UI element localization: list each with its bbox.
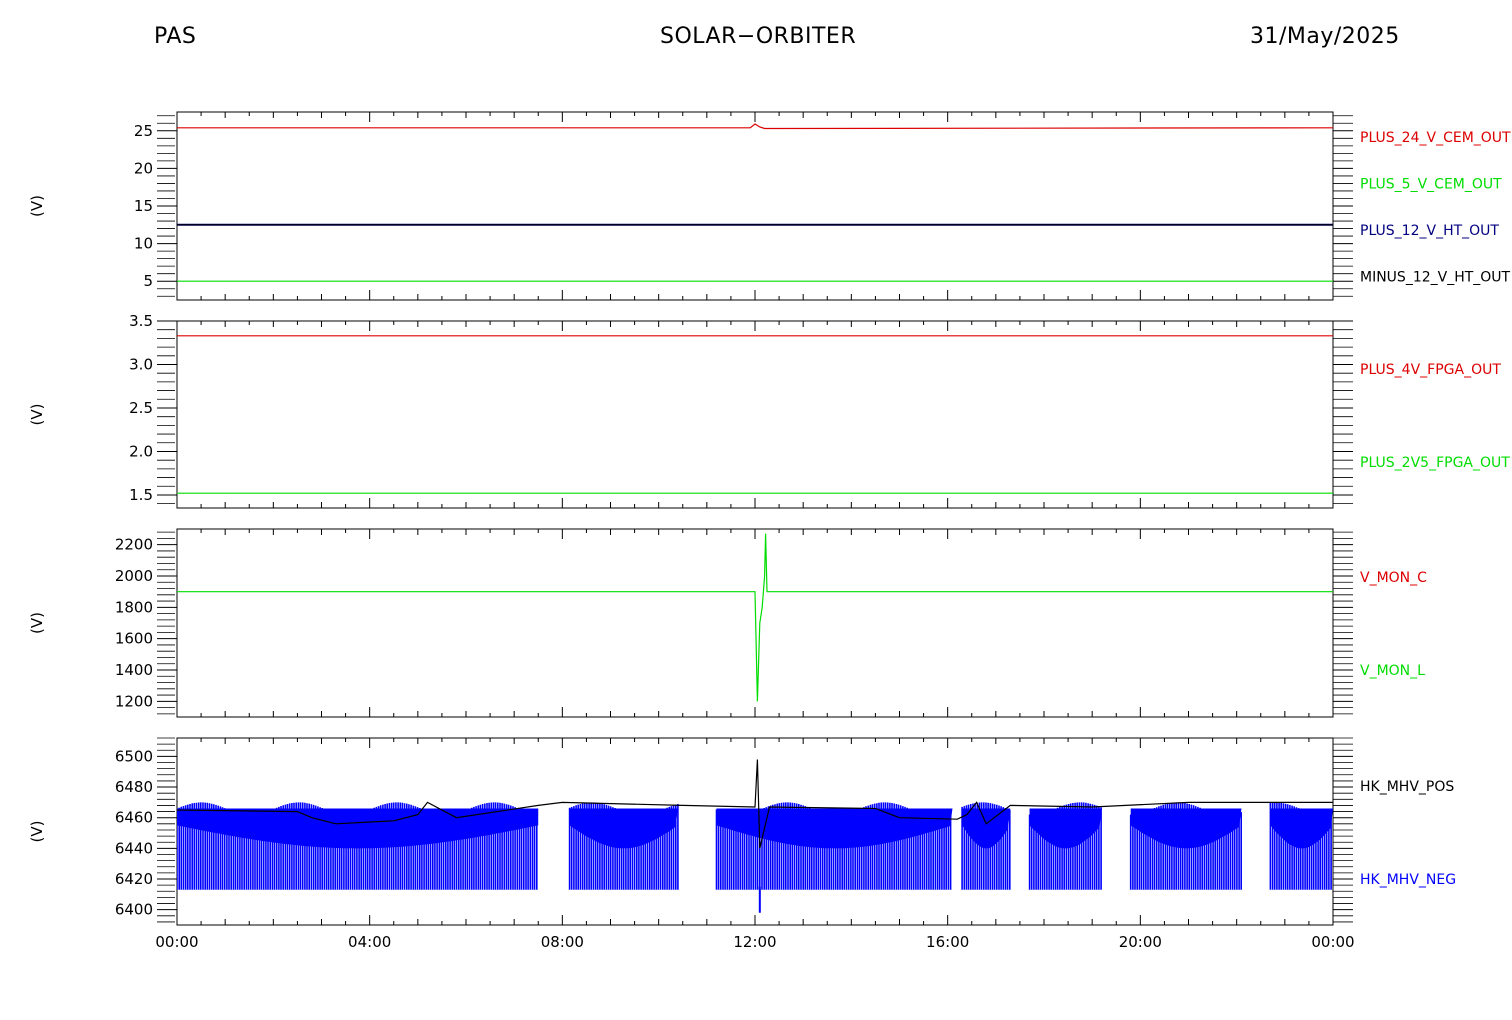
hk-mhv-neg-fill [1029, 808, 1102, 849]
hk-mhv-neg-fill [569, 808, 678, 849]
y-tick-label: 2.0 [129, 442, 153, 460]
legend-plus-24-v-cem-out: PLUS_24_V_CEM_OUT [1360, 130, 1511, 146]
mission-title: SOLAR−ORBITER [660, 24, 857, 49]
y-tick-label: 1200 [115, 692, 153, 710]
y-tick-label: 6460 [115, 809, 153, 827]
y-tick-label: 10 [134, 235, 153, 253]
instrument-label: PAS [154, 24, 197, 49]
x-tick-label: 00:00 [1311, 933, 1354, 951]
panel-1: 5 10 15 20 25 (V) PLUS_24_V_CEM_OUT PLUS_5_V_CE… [28, 111, 1511, 301]
panel-3: 1200 1400 1600 1800 2000 2200 (V) V_MON_C V_MON_… [28, 528, 1427, 718]
legend-v-mon-c: V_MON_C [1360, 570, 1427, 586]
legend-plus-2v5-fpga-out: PLUS_2V5_FPGA_OUT [1360, 455, 1510, 471]
y-tick-label: 5 [143, 272, 153, 290]
y-tick-label: 15 [134, 197, 153, 215]
legend-plus-5-v-cem-out: PLUS_5_V_CEM_OUT [1360, 177, 1502, 193]
series-hk-mhv-pos [177, 759, 1333, 849]
panel-frame [176, 111, 1334, 301]
y-tick-label: 20 [134, 159, 153, 177]
y-tick-label: 6500 [115, 747, 153, 765]
data-layer [177, 335, 1333, 494]
y-tick-label: 6480 [115, 778, 153, 796]
y-tick-label: 2200 [115, 536, 153, 554]
legend-hk-mhv-pos: HK_MHV_POS [1360, 779, 1454, 795]
hk-mhv-neg-fill [1130, 808, 1242, 849]
panel-4: 6400 6420 6440 6460 6480 6500 (V) HK_MHV_POS HK_… [28, 737, 1456, 926]
data-layer [177, 533, 1333, 702]
y-tick-label: 1400 [115, 661, 153, 679]
y-tick-label: 6420 [115, 870, 153, 888]
legend-plus-4v-fpga-out: PLUS_4V_FPGA_OUT [1360, 362, 1501, 378]
legend-hk-mhv-neg: HK_MHV_NEG [1360, 872, 1456, 888]
panel-frame [176, 320, 1334, 509]
y-tick-label: 6400 [115, 901, 153, 919]
y-tick-label: 1600 [115, 630, 153, 648]
x-tick-label: 04:00 [348, 933, 391, 951]
y-tick-label: 2000 [115, 567, 153, 585]
hk-mhv-neg-fill [1270, 808, 1333, 849]
hk-mhv-neg-trace [568, 802, 679, 890]
data-layer [177, 123, 1333, 282]
hk-mhv-neg-fill [716, 808, 953, 849]
y-axis-label: (V) [28, 195, 46, 217]
x-tick-label: 16:00 [926, 933, 969, 951]
y-axis-label: (V) [28, 404, 46, 426]
y-axis-label: (V) [28, 821, 46, 843]
x-tick-label: 00:00 [155, 933, 198, 951]
y-tick-label: 25 [134, 122, 153, 140]
x-tick-label: 12:00 [733, 933, 776, 951]
series-plus-24-v-cem-out [177, 123, 1333, 130]
panel-2: 1.5 2.0 2.5 3.0 3.5 (V) PLUS_4V_FPGA_OUT PLUS_2… [28, 312, 1510, 509]
legend-minus-12-v-ht-out: MINUS_12_V_HT_OUT [1360, 270, 1511, 286]
hk-mhv-neg-trace [715, 802, 952, 890]
date-label: 31/May/2025 [1250, 24, 1400, 49]
panel-frame [176, 528, 1334, 718]
hk-mhv-neg-trace [177, 802, 538, 890]
y-tick-label: 1800 [115, 598, 153, 616]
data-layer [177, 759, 1333, 913]
y-tick-label: 3.5 [129, 312, 153, 330]
y-tick-label: 1.5 [129, 486, 153, 504]
series-v-mon-l [177, 533, 1333, 702]
legend-plus-12-v-ht-out: PLUS_12_V_HT_OUT [1360, 223, 1499, 239]
legend-v-mon-l: V_MON_L [1360, 663, 1425, 679]
y-tick-label: 2.5 [129, 399, 153, 417]
y-axis-label: (V) [28, 612, 46, 634]
hk-mhv-neg-trace [1269, 802, 1332, 890]
y-tick-label: 3.0 [129, 355, 153, 373]
hk-mhv-neg-fill [177, 808, 539, 849]
y-tick-label: 6440 [115, 839, 153, 857]
hk-mhv-neg-fill [962, 808, 1011, 849]
x-tick-label: 08:00 [541, 933, 584, 951]
x-tick-label: 20:00 [1119, 933, 1162, 951]
